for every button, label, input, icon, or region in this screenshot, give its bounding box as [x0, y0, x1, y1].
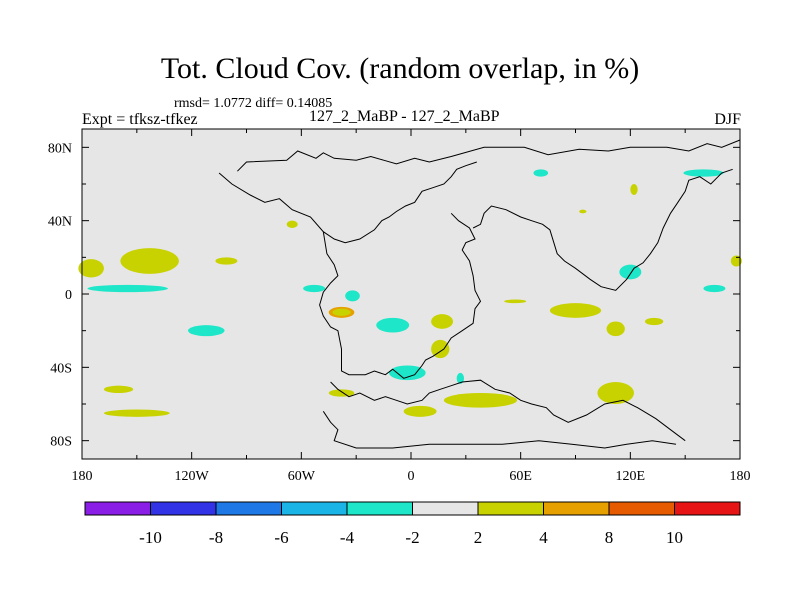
anomaly-region-10 [376, 317, 410, 333]
anomaly-region-16 [504, 299, 527, 304]
anomaly-region-7 [345, 290, 360, 302]
anomaly-region-29 [630, 184, 638, 195]
coastline-segment-5 [330, 379, 686, 442]
y-tick-label: 0 [65, 288, 72, 303]
x-tick-label: 0 [408, 469, 415, 484]
anomaly-region-12 [431, 339, 450, 359]
anomaly-region-22 [328, 389, 355, 397]
colorbar-swatch [477, 501, 544, 516]
anomaly-region-27 [683, 169, 724, 177]
anomaly-region-26 [703, 284, 726, 293]
y-tick-label: 40S [50, 361, 72, 376]
colorbar-swatch [281, 501, 348, 516]
anomaly-region-6 [188, 325, 225, 337]
colorbar-label: -6 [274, 528, 288, 547]
y-tick-label: 80S [50, 435, 72, 450]
anomaly-regions [78, 169, 742, 417]
colorbar-swatch [674, 501, 741, 516]
experiment-label: Expt = tfksz-tfkez [82, 111, 198, 128]
colorbar-label: 4 [539, 528, 548, 547]
x-tick-label: 120W [175, 469, 210, 484]
anomaly-region-3 [87, 284, 168, 293]
coastline-segment-4 [472, 168, 733, 291]
colorbar-swatch [215, 501, 282, 516]
colorbar: -10 -8 -6 -4 -2 2 4 8 10 [84, 501, 741, 547]
anomaly-region-1 [120, 248, 179, 274]
coastline-segment-2 [218, 161, 477, 244]
colorbar-swatch [412, 501, 479, 516]
anomaly-region-30 [730, 255, 742, 267]
anomaly-region-28 [533, 169, 549, 177]
chart-title: Tot. Cloud Cov. (random overlap, in %) [160, 52, 640, 85]
colorbar-label: 10 [666, 528, 683, 547]
anomaly-region-13 [549, 303, 602, 318]
colorbar-label: -8 [209, 528, 223, 547]
x-tick-label: 120E [616, 469, 646, 484]
coastline [218, 139, 741, 449]
anomaly-region-2 [78, 259, 104, 278]
colorbar-label: -10 [139, 528, 162, 547]
y-tick-label: 40N [48, 215, 72, 230]
colorbar-label: 8 [605, 528, 614, 547]
colorbar-swatch [543, 501, 610, 516]
colorbar-swatch [608, 501, 675, 516]
coastline-segment-6 [322, 411, 677, 449]
colorbar-label: -4 [340, 528, 355, 547]
x-tick-label: 60W [288, 469, 316, 484]
colorbar-swatch [150, 501, 217, 516]
anomaly-region-5 [215, 257, 238, 265]
anomaly-region-14 [606, 321, 625, 337]
anomaly-region-9 [332, 308, 351, 317]
colorbar-label: -2 [405, 528, 419, 547]
x-tick-label: 60E [509, 469, 532, 484]
colorbar-swatch [84, 501, 151, 516]
colorbar-swatch [346, 501, 413, 516]
anomaly-region-15 [644, 317, 664, 326]
anomaly-region-23 [389, 365, 426, 381]
x-tick-label: 180 [730, 469, 751, 484]
anomaly-region-24 [456, 372, 465, 384]
anomaly-region-17 [597, 382, 634, 404]
anomaly-region-4 [303, 284, 326, 293]
anomaly-region-20 [103, 409, 170, 417]
anomaly-region-19 [403, 405, 437, 417]
anomaly-region-21 [103, 385, 134, 394]
anomaly-region-32 [286, 220, 298, 228]
y-tick-label: 80N [48, 141, 72, 156]
x-tick-label: 180 [72, 469, 93, 484]
anomaly-region-31 [579, 209, 587, 214]
run-comparison-label: 127_2_MaBP - 127_2_MaBP [309, 108, 500, 125]
rmsd-diff-stats: rmsd= 1.0772 diff= 0.14085 [174, 96, 333, 111]
anomaly-region-11 [431, 314, 454, 329]
coastline-segment-1 [237, 139, 741, 172]
coastline-segment-3 [319, 212, 482, 379]
anomaly-region-18 [443, 393, 518, 408]
season-label: DJF [714, 111, 741, 128]
anomaly-region-25 [619, 264, 642, 280]
colorbar-label: 2 [474, 528, 483, 547]
